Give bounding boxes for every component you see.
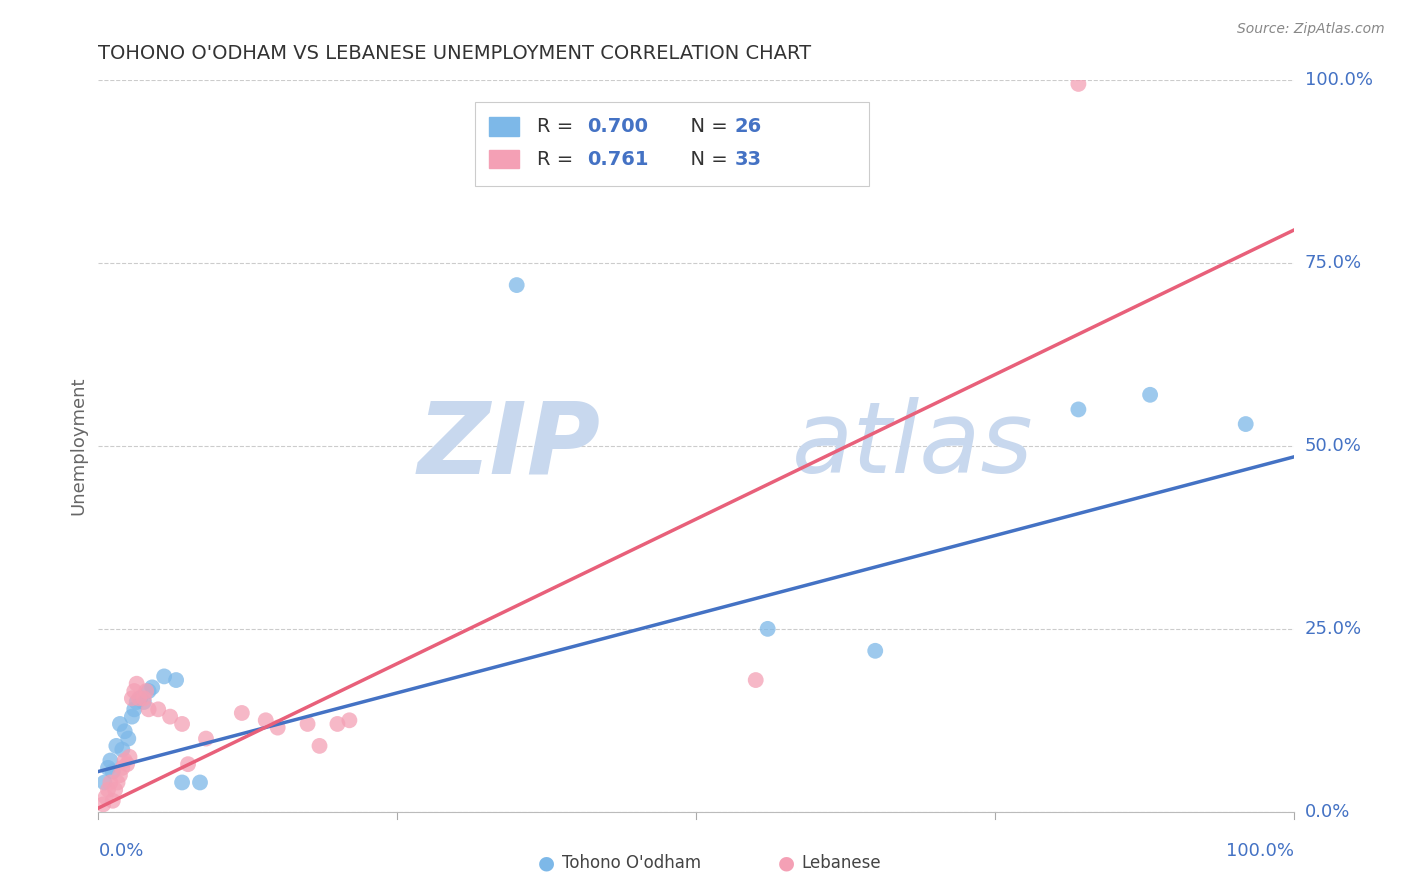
Text: Tohono O'odham: Tohono O'odham bbox=[562, 855, 702, 872]
Text: Lebanese: Lebanese bbox=[801, 855, 882, 872]
Point bbox=[101, 794, 124, 808]
Point bbox=[115, 757, 138, 772]
Point bbox=[231, 706, 253, 720]
Point bbox=[177, 757, 200, 772]
Point bbox=[98, 775, 122, 789]
Point bbox=[117, 731, 139, 746]
Point bbox=[93, 775, 115, 789]
Point bbox=[339, 714, 361, 728]
FancyBboxPatch shape bbox=[475, 103, 869, 186]
Point bbox=[98, 754, 122, 768]
Point bbox=[91, 797, 114, 812]
Point bbox=[101, 764, 124, 779]
Text: 50.0%: 50.0% bbox=[1305, 437, 1361, 455]
Point bbox=[97, 782, 120, 797]
Point bbox=[165, 673, 187, 687]
Point bbox=[172, 717, 194, 731]
Point bbox=[159, 709, 181, 723]
Point bbox=[118, 749, 141, 764]
Point bbox=[1067, 402, 1090, 417]
Point bbox=[267, 721, 290, 735]
Point bbox=[1139, 388, 1161, 402]
Point bbox=[97, 761, 120, 775]
Point bbox=[125, 676, 148, 690]
Point bbox=[114, 724, 136, 739]
Text: 26: 26 bbox=[734, 117, 762, 136]
Point bbox=[104, 782, 127, 797]
Point bbox=[124, 702, 146, 716]
Point bbox=[745, 673, 768, 687]
Point bbox=[148, 702, 170, 716]
Point bbox=[94, 790, 117, 805]
Point bbox=[121, 691, 143, 706]
Text: ●: ● bbox=[778, 854, 794, 873]
Point bbox=[308, 739, 330, 753]
Point bbox=[135, 684, 157, 698]
Point bbox=[506, 278, 529, 293]
Point bbox=[326, 717, 349, 731]
Point bbox=[111, 742, 134, 756]
Point bbox=[1234, 417, 1257, 431]
Text: 25.0%: 25.0% bbox=[1305, 620, 1362, 638]
Text: 0.700: 0.700 bbox=[588, 117, 648, 136]
Point bbox=[111, 761, 134, 775]
Point bbox=[125, 695, 148, 709]
Point bbox=[141, 681, 163, 695]
Point bbox=[108, 768, 131, 782]
Text: 33: 33 bbox=[734, 150, 761, 169]
Point bbox=[188, 775, 211, 789]
Point bbox=[114, 754, 136, 768]
Point bbox=[108, 717, 131, 731]
FancyBboxPatch shape bbox=[489, 150, 519, 169]
Point bbox=[138, 684, 160, 698]
Point bbox=[865, 644, 887, 658]
Text: N =: N = bbox=[678, 150, 734, 169]
Text: atlas: atlas bbox=[792, 398, 1033, 494]
Point bbox=[128, 691, 150, 706]
Point bbox=[138, 702, 160, 716]
Point bbox=[105, 739, 128, 753]
Point bbox=[132, 695, 155, 709]
Text: Source: ZipAtlas.com: Source: ZipAtlas.com bbox=[1237, 22, 1385, 37]
Text: 100.0%: 100.0% bbox=[1305, 71, 1372, 89]
Text: 75.0%: 75.0% bbox=[1305, 254, 1362, 272]
Point bbox=[129, 691, 152, 706]
Text: ●: ● bbox=[538, 854, 555, 873]
Point bbox=[172, 775, 194, 789]
Y-axis label: Unemployment: Unemployment bbox=[69, 376, 87, 516]
Text: N =: N = bbox=[678, 117, 734, 136]
Point bbox=[124, 684, 146, 698]
FancyBboxPatch shape bbox=[489, 117, 519, 136]
Text: 0.0%: 0.0% bbox=[98, 842, 143, 860]
Point bbox=[756, 622, 779, 636]
Text: 0.761: 0.761 bbox=[588, 150, 648, 169]
Text: 100.0%: 100.0% bbox=[1226, 842, 1294, 860]
Text: R =: R = bbox=[537, 150, 586, 169]
Point bbox=[107, 775, 129, 789]
Point bbox=[254, 714, 277, 728]
Point bbox=[153, 669, 176, 683]
Text: ZIP: ZIP bbox=[418, 398, 600, 494]
Point bbox=[297, 717, 319, 731]
Text: TOHONO O'ODHAM VS LEBANESE UNEMPLOYMENT CORRELATION CHART: TOHONO O'ODHAM VS LEBANESE UNEMPLOYMENT … bbox=[98, 45, 811, 63]
Point bbox=[132, 691, 155, 706]
Point bbox=[1067, 77, 1090, 91]
Point bbox=[121, 709, 143, 723]
Point bbox=[195, 731, 218, 746]
Text: 0.0%: 0.0% bbox=[1305, 803, 1350, 821]
Text: R =: R = bbox=[537, 117, 579, 136]
